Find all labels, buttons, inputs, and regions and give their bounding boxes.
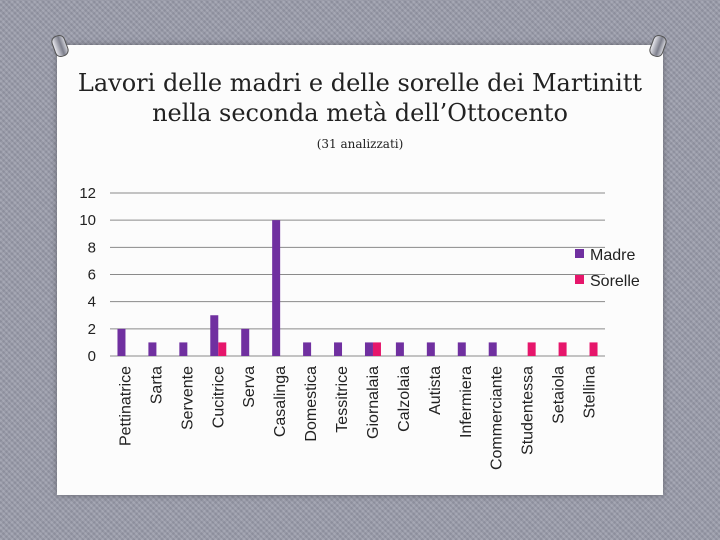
x-tick-label: Serva [241, 366, 258, 408]
x-tick-label: Casalinga [272, 366, 289, 437]
x-tick-label: Autista [427, 366, 444, 415]
bars [117, 220, 598, 356]
x-tick-label: Domestica [303, 366, 320, 442]
bar-madre-5 [272, 220, 281, 356]
bar-sorelle-15 [589, 342, 598, 356]
x-axis-labels: Pettinatrice Sarta Servente Cucitrice Serva C… [117, 366, 598, 470]
slide-background [57, 45, 663, 495]
chart-title-line2: nella seconda metà dell’Ottocento [152, 99, 568, 127]
y-tick-label: 12 [79, 185, 96, 202]
y-tick-label: 0 [88, 348, 96, 365]
y-tick-label: 6 [88, 267, 96, 284]
y-tick-label: 8 [88, 239, 96, 256]
chart-subtitle: (31 analizzati) [316, 137, 404, 151]
x-tick-label: Calzolaia [396, 366, 413, 432]
gridlines [110, 192, 605, 357]
bar-madre-12 [488, 342, 497, 356]
bar-madre-2 [179, 342, 188, 356]
x-tick-label: Tessitrice [334, 366, 351, 433]
x-tick-label: Setaiola [551, 366, 568, 424]
x-tick-label: Pettinatrice [117, 366, 134, 446]
bar-sorelle-13 [527, 342, 536, 356]
x-tick-label: Sarta [148, 366, 165, 404]
chart-title-line1: Lavori delle madri e delle sorelle dei M… [77, 69, 643, 97]
x-tick-label: Infermiera [458, 366, 475, 438]
x-tick-label: Servente [179, 366, 196, 430]
x-tick-label: Studentessa [520, 366, 537, 455]
bar-madre-3 [210, 315, 219, 356]
bar-madre-9 [395, 342, 404, 356]
bar-madre-1 [148, 342, 157, 356]
bar-madre-6 [303, 342, 312, 356]
bar-madre-11 [457, 342, 466, 356]
x-tick-label: Commerciante [489, 366, 506, 470]
y-tick-label: 10 [79, 212, 96, 229]
y-axis-ticks: 0 2 4 6 8 10 12 [79, 185, 96, 365]
legend-swatch-madre [575, 249, 584, 258]
legend-label-madre: Madre [590, 247, 635, 264]
x-tick-label: Giornalaia [365, 366, 382, 439]
bar-sorelle-8 [372, 342, 381, 356]
bar-sorelle-3 [218, 342, 227, 356]
bar-madre-4 [241, 328, 250, 356]
chart-title: Lavori delle madri e delle sorelle dei M… [57, 68, 663, 128]
x-tick-label: Cucitrice [210, 366, 227, 428]
legend-label-sorelle: Sorelle [590, 273, 640, 290]
bar-madre-8 [364, 342, 373, 356]
bar-sorelle-14 [558, 342, 567, 356]
x-tick-label: Stellina [582, 366, 599, 419]
legend-swatch-sorelle [575, 275, 584, 284]
legend: Madre Sorelle [575, 247, 640, 290]
bar-madre-0 [117, 328, 126, 356]
bar-madre-7 [334, 342, 343, 356]
bar-madre-10 [426, 342, 435, 356]
y-tick-label: 2 [88, 321, 96, 338]
y-tick-label: 4 [88, 294, 96, 311]
